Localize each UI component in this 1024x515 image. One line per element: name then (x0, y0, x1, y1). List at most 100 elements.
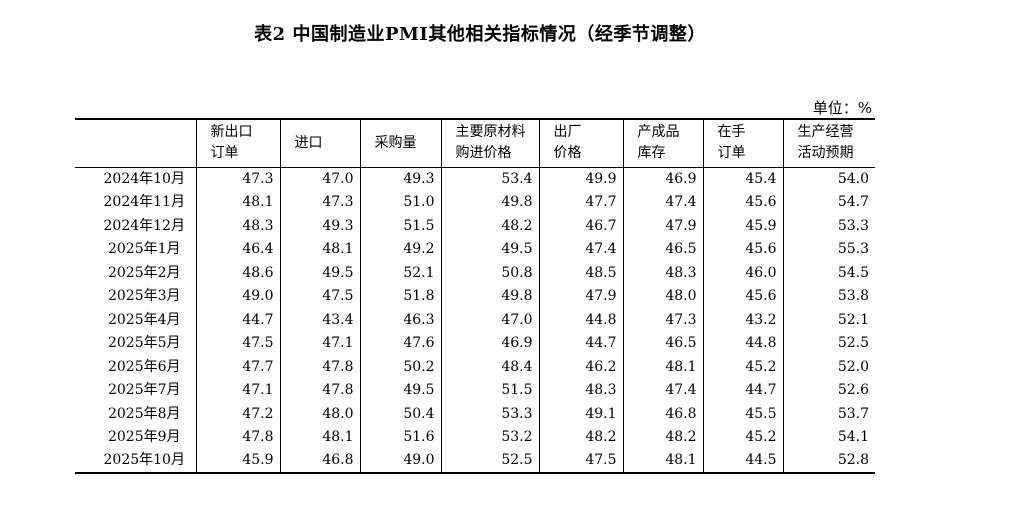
table-cell: 53.3 (782, 214, 875, 238)
table-cell: 47.9 (538, 284, 623, 308)
table-cell: 48.3 (622, 261, 703, 285)
table-cell: 47.3 (195, 167, 280, 191)
table-cell: 49.3 (279, 214, 360, 238)
table-cell: 47.6 (359, 331, 441, 355)
table-row: 2025年10月 45.9 46.8 49.0 52.5 47.5 48.1 44.5 52.8 (75, 449, 875, 474)
table-cell: 53.7 (782, 402, 875, 426)
row-month-label: 2025年3月 (107, 288, 181, 305)
row-month-label: 2025年5月 (107, 335, 181, 352)
table-cell: 45.9 (702, 214, 783, 238)
table-cell: 47.7 (538, 190, 623, 214)
table-cell: 52.5 (782, 331, 875, 355)
table-cell: 51.0 (359, 190, 441, 214)
page-title: 表2 中国制造业PMI其他相关指标情况（经季节调整） (254, 24, 706, 45)
table-cell: 48.4 (440, 355, 539, 379)
table-cell: 47.0 (440, 308, 539, 332)
table-cell: 51.5 (440, 378, 539, 402)
table-cell: 46.3 (359, 308, 441, 332)
table-cell: 50.8 (440, 261, 539, 285)
header-corner-cell (75, 118, 196, 168)
table-cell: 47.4 (538, 237, 623, 261)
table-cell: 46.8 (622, 402, 703, 426)
table-cell: 53.4 (440, 167, 539, 191)
table-row: 2025年8月 47.2 48.0 50.4 53.3 49.1 46.8 45.5 53.7 (75, 402, 875, 426)
table-cell: 49.2 (359, 237, 441, 261)
table-cell: 47.1 (279, 331, 360, 355)
table-cell: 47.5 (538, 449, 623, 474)
table-cell: 47.3 (279, 190, 360, 214)
column-header: 出厂 价格 (538, 118, 623, 168)
table-cell: 46.2 (538, 355, 623, 379)
table-cell: 47.5 (279, 284, 360, 308)
table-row: 2025年7月 47.1 47.8 49.5 51.5 48.3 47.4 44.7 52.6 (75, 378, 875, 402)
table-cell: 47.3 (622, 308, 703, 332)
table-cell: 48.1 (622, 355, 703, 379)
row-month-label: 2025年10月 (75, 449, 196, 474)
table-cell: 47.1 (195, 378, 280, 402)
table-cell: 44.7 (195, 308, 280, 332)
table-cell: 54.5 (782, 261, 875, 285)
table-row: 2024年12月 48.3 49.3 51.5 48.2 46.7 47.9 45.9 53.3 (75, 214, 875, 238)
row-month-label: 2025年7月 (107, 382, 181, 399)
table-cell: 49.5 (359, 378, 441, 402)
column-header: 生产经营 活动预期 (782, 118, 875, 168)
table-body: 2024年10月 47.3 47.0 49.3 53.4 49.9 46.9 45.4 54.0… (75, 167, 875, 474)
table-cell: 43.2 (702, 308, 783, 332)
table-cell: 54.0 (782, 167, 875, 191)
table-cell: 53.2 (440, 425, 539, 449)
table-cell: 48.1 (622, 449, 703, 474)
table-cell: 48.1 (195, 190, 280, 214)
row-month-label: 2025年4月 (107, 311, 181, 328)
table-cell: 46.4 (195, 237, 280, 261)
table-cell: 43.4 (279, 308, 360, 332)
table-cell: 48.3 (195, 214, 280, 238)
row-month-label: 2025年9月 (107, 429, 181, 446)
table-cell: 47.8 (279, 355, 360, 379)
table-cell: 49.5 (279, 261, 360, 285)
table-row: 2025年9月 47.8 48.1 51.6 53.2 48.2 48.2 45.2 54.1 (75, 425, 875, 449)
table-cell: 44.7 (702, 378, 783, 402)
table-cell: 45.6 (702, 284, 783, 308)
table-cell: 51.5 (359, 214, 441, 238)
table-cell: 49.9 (538, 167, 623, 191)
table-cell: 46.0 (702, 261, 783, 285)
table-cell: 46.7 (538, 214, 623, 238)
table-cell: 44.8 (538, 308, 623, 332)
table-cell: 51.8 (359, 284, 441, 308)
table-cell: 46.5 (622, 237, 703, 261)
table-cell: 50.4 (359, 402, 441, 426)
column-header: 在手 订单 (702, 118, 783, 168)
table-cell: 49.8 (440, 190, 539, 214)
table-cell: 55.3 (782, 237, 875, 261)
table-cell: 54.1 (782, 425, 875, 449)
table-header-row: 新出口 订单 进口 采购量 主要原材料 购进价格 出厂 价格 产成品 库存 在手… (75, 118, 875, 168)
table-cell: 44.5 (702, 449, 783, 474)
table-cell: 48.2 (538, 425, 623, 449)
table-row: 2025年5月 47.5 47.1 47.6 46.9 44.7 46.5 44.8 52.5 (75, 331, 875, 355)
table-cell: 47.8 (195, 425, 280, 449)
table-cell: 46.8 (279, 449, 360, 474)
table-cell: 48.2 (622, 425, 703, 449)
table-cell: 52.6 (782, 378, 875, 402)
pmi-indicators-table: 新出口 订单 进口 采购量 主要原材料 购进价格 出厂 价格 产成品 库存 在手… (75, 118, 875, 474)
table-cell: 48.5 (538, 261, 623, 285)
table-row: 2024年11月 48.1 47.3 51.0 49.8 47.7 47.4 45.6 54.7 (75, 190, 875, 214)
table-cell: 45.6 (702, 237, 783, 261)
row-month-label: 2025年1月 (107, 241, 181, 258)
column-header: 主要原材料 购进价格 (440, 118, 539, 168)
table-cell: 46.9 (622, 167, 703, 191)
table-cell: 45.2 (702, 355, 783, 379)
table-cell: 50.2 (359, 355, 441, 379)
unit-label: 单位：% (812, 99, 872, 117)
table-cell: 52.0 (782, 355, 875, 379)
table-cell: 47.5 (195, 331, 280, 355)
column-header: 新出口 订单 (195, 118, 280, 168)
table-cell: 49.0 (359, 449, 441, 474)
table-cell: 49.0 (195, 284, 280, 308)
column-header: 采购量 (359, 118, 441, 168)
row-month-label: 2025年6月 (107, 358, 181, 375)
table-cell: 52.5 (440, 449, 539, 474)
row-month-label: 2024年12月 (103, 217, 185, 234)
table-cell: 49.3 (359, 167, 441, 191)
table-cell: 48.1 (279, 237, 360, 261)
